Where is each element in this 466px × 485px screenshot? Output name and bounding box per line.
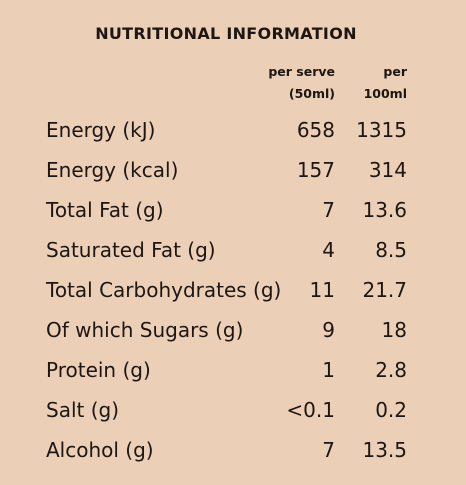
value-per-serve: 658: [296, 118, 335, 142]
table-row: Protein (g) 1 2.8: [0, 350, 466, 390]
value-per-100ml: 13.5: [362, 438, 407, 462]
table-row: Energy (kJ) 658 1315: [0, 110, 466, 150]
table-row: Total Fat (g) 7 13.6: [0, 190, 466, 230]
value-per-serve: 7: [322, 198, 335, 222]
value-per-serve: 9: [322, 318, 335, 342]
column-header-per-serve-line2: (50ml): [288, 86, 335, 101]
value-per-100ml: 13.6: [362, 198, 407, 222]
value-per-100ml: 1315: [356, 118, 407, 142]
value-per-serve: 11: [309, 278, 335, 302]
value-per-100ml: 2.8: [375, 358, 407, 382]
value-per-serve: 157: [296, 158, 335, 182]
column-header-per-serve-line1: per serve: [268, 64, 335, 79]
column-header-per-100ml-line1: per: [383, 64, 407, 79]
column-header-per-100ml: per 100ml: [364, 61, 407, 105]
table-row: Energy (kcal) 157 314: [0, 150, 466, 190]
value-per-100ml: 314: [368, 158, 407, 182]
column-header-per-serve: per serve (50ml): [268, 61, 335, 105]
value-per-serve: 1: [322, 358, 335, 382]
table-row: Total Carbohydrates (g) 11 21.7: [0, 270, 466, 310]
row-label: Total Carbohydrates (g): [46, 278, 282, 302]
nutrition-table: Energy (kJ) 658 1315 Energy (kcal) 157 3…: [0, 110, 466, 470]
value-per-100ml: 21.7: [362, 278, 407, 302]
row-label: Protein (g): [46, 358, 151, 382]
value-per-serve: <0.1: [286, 398, 335, 422]
panel-title: NUTRITIONAL INFORMATION: [95, 24, 357, 43]
row-label: Saturated Fat (g): [46, 238, 216, 262]
table-row: Salt (g) <0.1 0.2: [0, 390, 466, 430]
row-label: Salt (g): [46, 398, 120, 422]
value-per-serve: 7: [322, 438, 335, 462]
value-per-serve: 4: [322, 238, 335, 262]
table-row: Of which Sugars (g) 9 18: [0, 310, 466, 350]
column-header-per-100ml-line2: 100ml: [363, 86, 407, 101]
value-per-100ml: 8.5: [375, 238, 407, 262]
table-row: Alcohol (g) 7 13.5: [0, 430, 466, 470]
row-label: Of which Sugars (g): [46, 318, 244, 342]
value-per-100ml: 18: [381, 318, 407, 342]
table-row: Saturated Fat (g) 4 8.5: [0, 230, 466, 270]
value-per-100ml: 0.2: [375, 398, 407, 422]
row-label: Total Fat (g): [46, 198, 164, 222]
row-label: Energy (kJ): [46, 118, 156, 142]
row-label: Energy (kcal): [46, 158, 179, 182]
row-label: Alcohol (g): [46, 438, 154, 462]
